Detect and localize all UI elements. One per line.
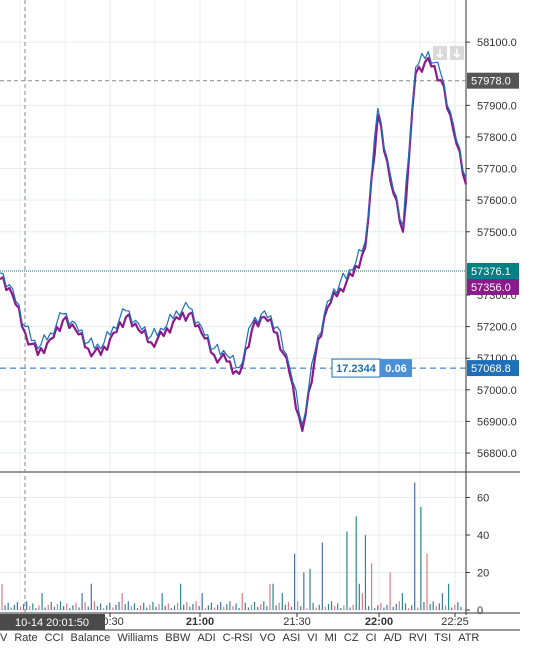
indicator-asi[interactable]: ASI	[282, 632, 301, 644]
indicator-vi[interactable]: VI	[307, 632, 318, 644]
indicator-vo[interactable]: VO	[259, 632, 276, 644]
indicator-ci[interactable]: CI	[365, 632, 377, 644]
volume-axis-label: 0	[477, 605, 483, 617]
price-tag-label: 57068.8	[471, 363, 511, 375]
price-tag	[467, 360, 519, 377]
down-arrow-icon[interactable]	[450, 46, 464, 499]
indicator-c-rsi[interactable]: C-RSI	[222, 632, 253, 644]
indicator-adi[interactable]: ADI	[197, 632, 216, 644]
price-tag-label: 57978.0	[471, 76, 511, 88]
indicator-williams[interactable]: Williams	[117, 632, 159, 644]
indicator-a-d[interactable]: A/D	[383, 632, 402, 644]
price-axis-label: 57800.0	[477, 132, 517, 144]
price-axis-label: 57500.0	[477, 227, 517, 239]
indicator-tsi[interactable]: TSI	[434, 632, 452, 644]
indicator-rate[interactable]: Rate	[14, 632, 38, 644]
price-series-line	[0, 56, 468, 432]
price-tag-label: 57356.0	[471, 282, 511, 294]
price-axis-label: 58100.0	[477, 37, 517, 49]
down-arrow-icon[interactable]	[433, 46, 447, 482]
indicator-mi[interactable]: MI	[324, 632, 337, 644]
volume-axis-label: 20	[477, 568, 489, 580]
indicator-bar: V Rate CCI Balance Williams BBW ADI C-RSI VO ASI V…	[0, 632, 520, 650]
volume-axis-label: 40	[477, 530, 489, 542]
icon-arrow	[436, 49, 444, 59]
crosshair-time-box	[0, 614, 105, 630]
indicator-cci[interactable]: CCI	[44, 632, 64, 644]
price-series-line	[0, 51, 467, 426]
indicator-v[interactable]: V	[0, 632, 8, 644]
indicator-balance[interactable]: Balance	[70, 632, 111, 644]
price-axis-label: 56900.0	[477, 416, 517, 428]
indicator-atr[interactable]: ATR	[458, 632, 480, 644]
volume-axis-label: 60	[477, 493, 489, 505]
price-axis-label: 56800.0	[477, 448, 517, 460]
price-tag	[467, 262, 519, 279]
price-tag	[467, 278, 519, 295]
indicator-bbw[interactable]: BBW	[165, 632, 191, 644]
chart-scroll-margin	[520, 0, 543, 663]
price-tag-label: 57376.1	[471, 266, 511, 278]
crosshair-change-box	[380, 359, 412, 378]
crosshair-tooltip-value: 17.2344	[336, 363, 377, 375]
time-axis-label: 22:00	[365, 616, 393, 628]
indicator-cz[interactable]: CZ	[343, 632, 359, 644]
crosshair-change-value: 0.06	[385, 363, 406, 375]
time-axis-label: 21:30	[283, 616, 311, 628]
price-tag	[467, 72, 519, 89]
price-axis-label: 57000.0	[477, 385, 517, 397]
icon-arrow	[453, 49, 461, 59]
indicator-rvi[interactable]: RVI	[408, 632, 428, 644]
price-axis-label: 57200.0	[477, 322, 517, 334]
time-axis-label: 21:00	[186, 616, 214, 628]
crosshair-time-label: 10-14 20:01:50	[15, 617, 89, 629]
time-axis-label: 22:25	[441, 616, 469, 628]
price-axis-label: 57700.0	[477, 164, 517, 176]
price-axis-label: 57600.0	[477, 195, 517, 207]
price-chart[interactable]: 58100.0 57900.0 57800.0 57700.0 57600.0 57500…	[0, 0, 520, 632]
price-axis-label: 57900.0	[477, 100, 517, 112]
